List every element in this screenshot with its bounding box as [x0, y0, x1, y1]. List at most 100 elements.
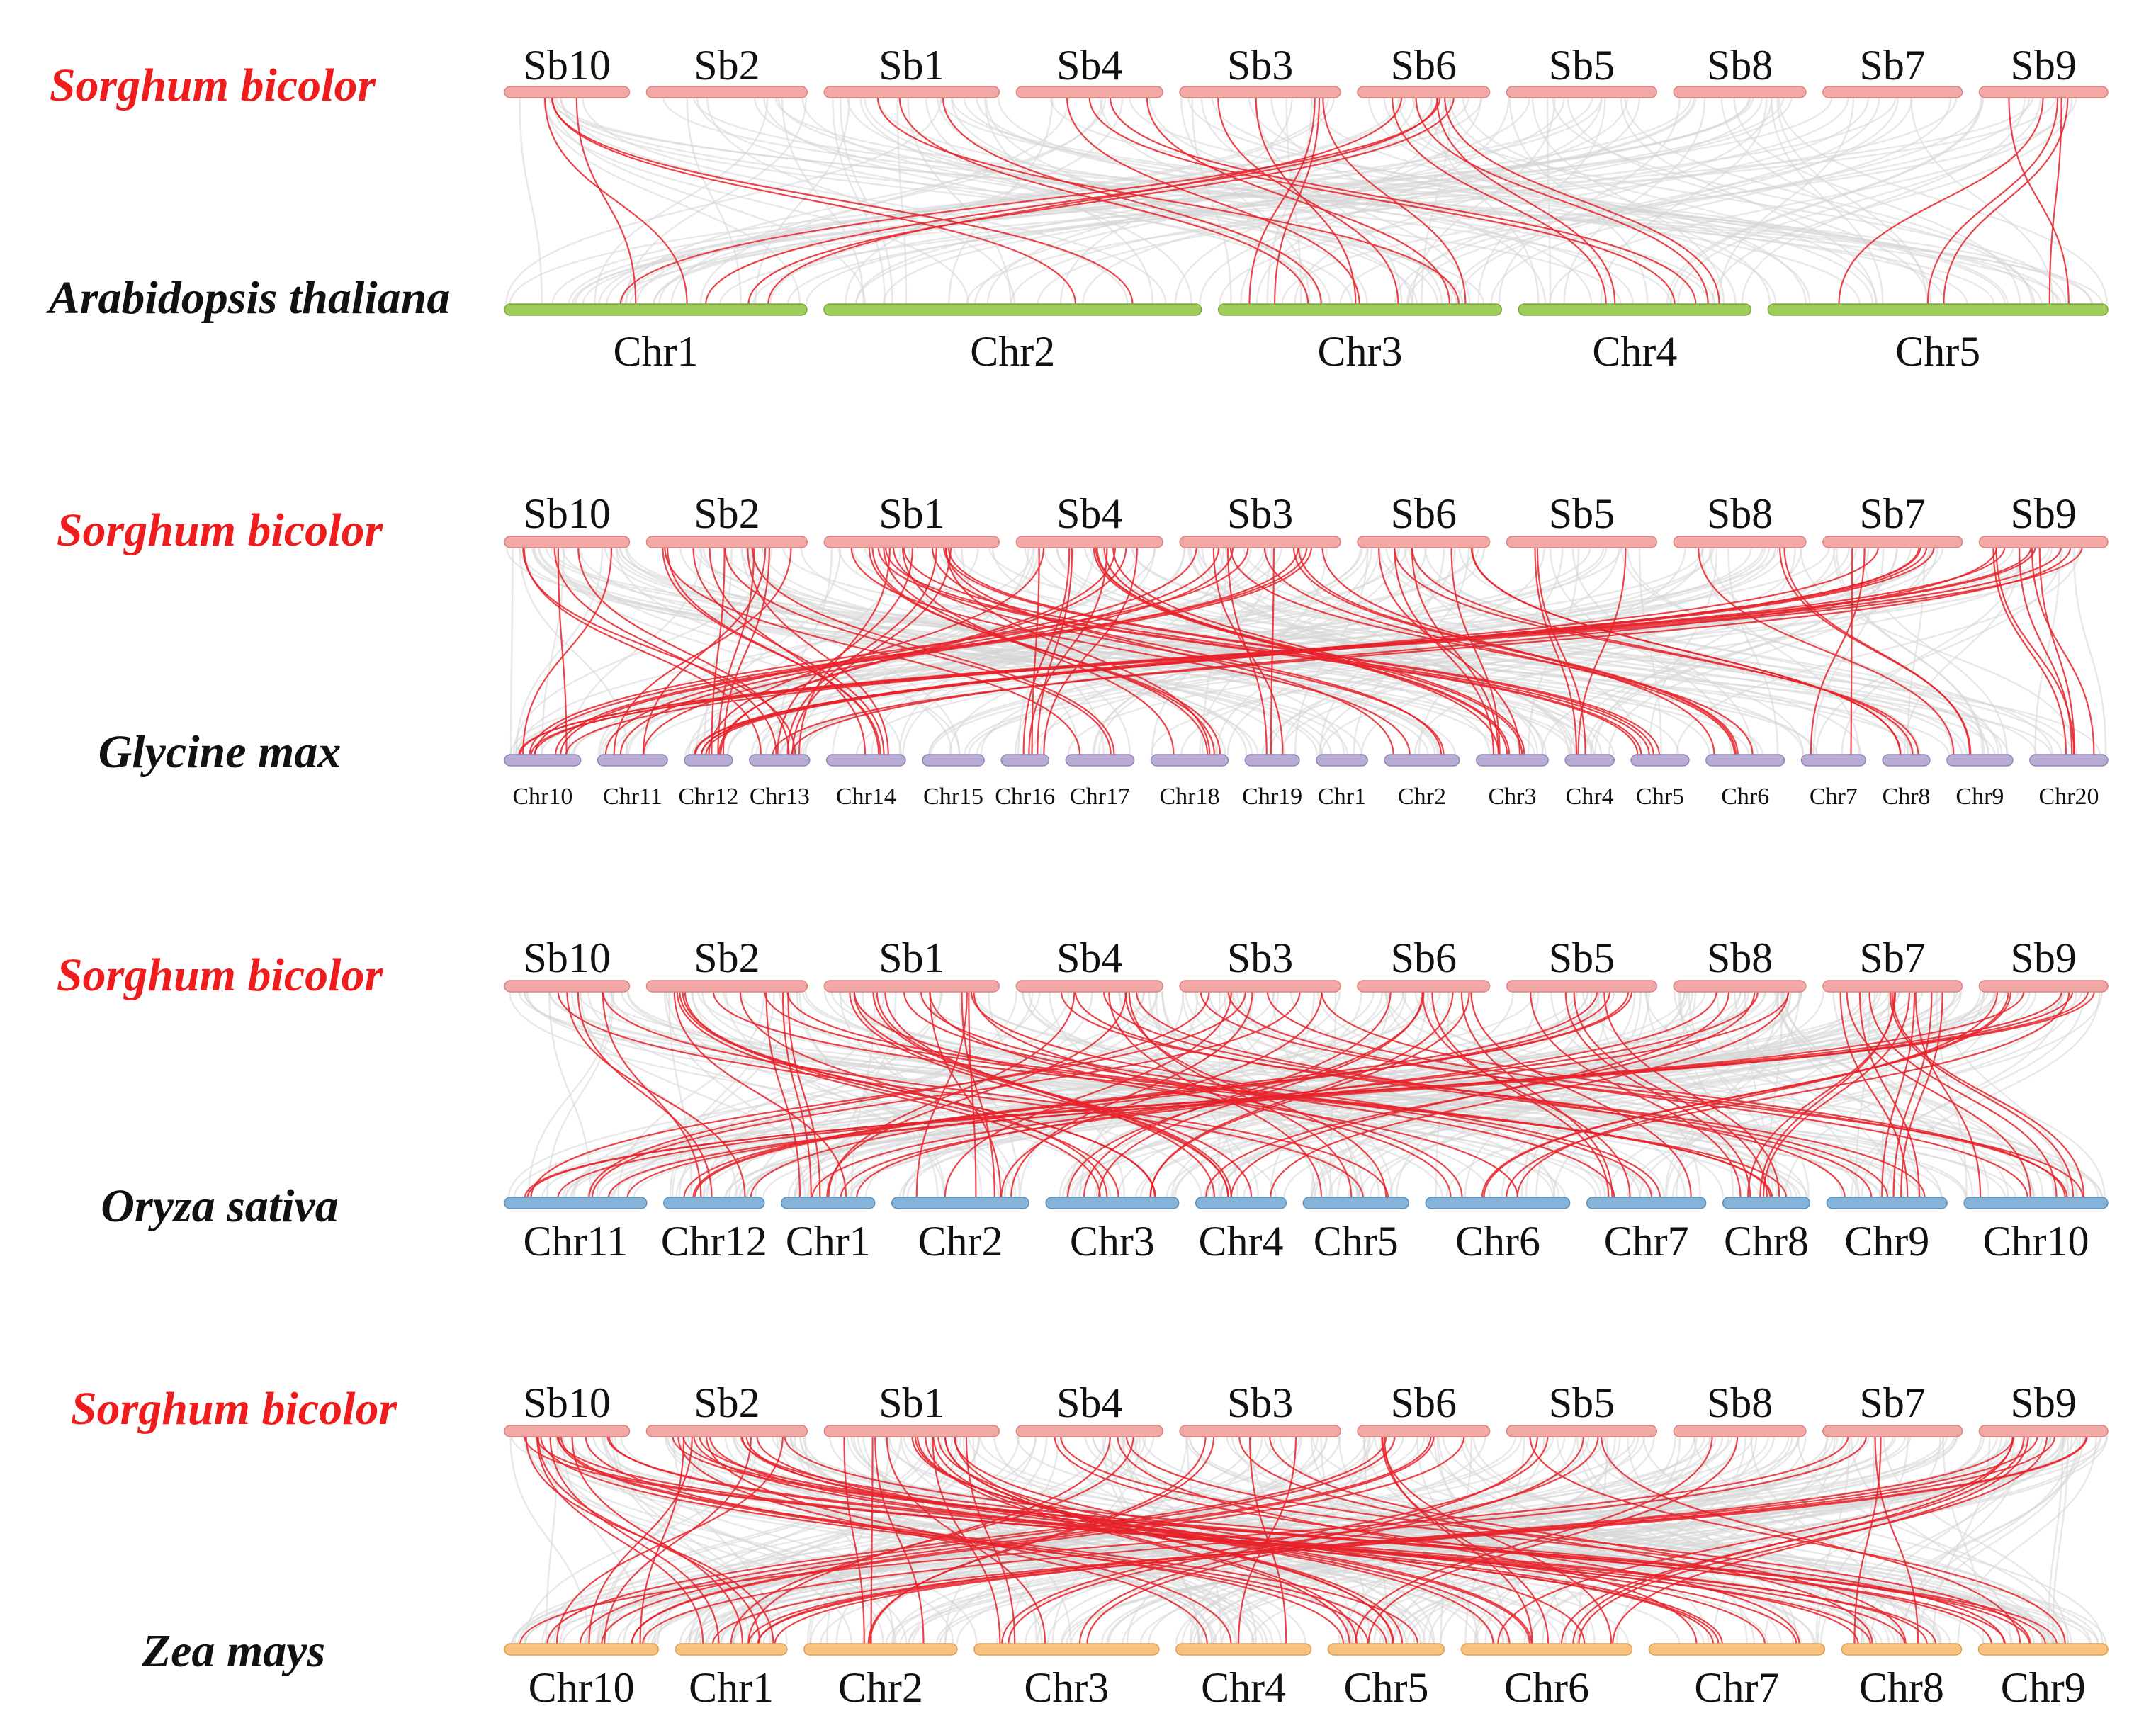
chromosome-bar-sb1[interactable]: [823, 536, 1000, 548]
chromosome-bar-sb10[interactable]: [504, 1425, 631, 1437]
chromosome-bar-chr9[interactable]: [1946, 754, 2014, 767]
chromosome-bar-sb4[interactable]: [1015, 1425, 1163, 1437]
chromosome-bar-chr15[interactable]: [922, 754, 985, 767]
chromosome-bar-chr10[interactable]: [504, 1643, 660, 1656]
chromosome-bar-sb8[interactable]: [1673, 1425, 1807, 1437]
chromosome-bar-chr1[interactable]: [504, 303, 808, 316]
chromosome-bar-chr4[interactable]: [1518, 303, 1752, 316]
chromosome-bar-sb5[interactable]: [1506, 1425, 1658, 1437]
chromosome-bar-sb2[interactable]: [645, 980, 808, 993]
chromosome-bar-chr6[interactable]: [1460, 1643, 1633, 1656]
chromosome-bar-sb2[interactable]: [645, 536, 808, 548]
chromosome-bar-chr5[interactable]: [1630, 754, 1690, 767]
chromosome-bar-sb8[interactable]: [1673, 536, 1807, 548]
chromosome-bar-sb9[interactable]: [1978, 1425, 2109, 1437]
highlight-link: [1078, 1435, 1538, 1645]
chromosome-bar-chr8[interactable]: [1882, 754, 1931, 767]
highlight-link: [1217, 96, 1399, 305]
chromosome-bar-chr7[interactable]: [1586, 1197, 1707, 1209]
chromosome-bar-sb5[interactable]: [1506, 86, 1658, 98]
highlight-link: [1431, 990, 1610, 1199]
chromosome-bar-chr8[interactable]: [1722, 1197, 1811, 1209]
chromosome-bar-chr11[interactable]: [597, 754, 668, 767]
chromosome-bar-chr2[interactable]: [1384, 754, 1460, 767]
chromosome-bar-sb3[interactable]: [1179, 536, 1341, 548]
chromosome-bar-chr14[interactable]: [826, 754, 906, 767]
highlight-link: [577, 546, 790, 756]
chromosome-bar-sb4[interactable]: [1015, 86, 1163, 98]
highlight-link: [571, 1435, 743, 1645]
chromosome-bar-chr16[interactable]: [1000, 754, 1050, 767]
chromosome-bar-sb10[interactable]: [504, 536, 631, 548]
chromosome-bar-chr9[interactable]: [1826, 1197, 1948, 1209]
chromosome-bar-chr3[interactable]: [1217, 303, 1503, 316]
background-link: [1675, 990, 1780, 1199]
chromosome-bar-sb10[interactable]: [504, 980, 631, 993]
chromosome-bar-sb7[interactable]: [1822, 980, 1963, 993]
background-link: [1778, 96, 2108, 305]
chromosome-bar-sb10[interactable]: [504, 86, 631, 98]
chromosome-bar-sb8[interactable]: [1673, 980, 1807, 993]
chromosome-bar-chr10[interactable]: [504, 754, 582, 767]
chromosome-bar-chr12[interactable]: [663, 1197, 765, 1209]
chromosome-bar-sb2[interactable]: [645, 86, 808, 98]
chromosome-bar-chr18[interactable]: [1150, 754, 1229, 767]
chromosome-bar-chr4[interactable]: [1564, 754, 1615, 767]
chromosome-bar-chr12[interactable]: [684, 754, 733, 767]
chromosome-bar-chr7[interactable]: [1800, 754, 1866, 767]
chromosome-bar-sb9[interactable]: [1978, 86, 2109, 98]
chromosome-bar-chr3[interactable]: [1476, 754, 1549, 767]
chromosome-bar-sb6[interactable]: [1357, 536, 1491, 548]
chromosome-bar-chr5[interactable]: [1302, 1197, 1410, 1209]
chromosome-bar-sb4[interactable]: [1015, 536, 1163, 548]
chromosome-bar-sb7[interactable]: [1822, 1425, 1963, 1437]
background-link: [548, 990, 592, 1199]
chromosome-bar-sb1[interactable]: [823, 980, 1000, 993]
highlight-link: [601, 1435, 1432, 1645]
chromosome-bar-chr3[interactable]: [973, 1643, 1160, 1656]
highlight-link: [1322, 96, 1467, 305]
chromosome-bar-chr4[interactable]: [1175, 1643, 1312, 1656]
chromosome-bar-chr5[interactable]: [1327, 1643, 1445, 1656]
chromosome-bar-chr2[interactable]: [823, 303, 1202, 316]
chromosome-bar-sb3[interactable]: [1179, 980, 1341, 993]
chromosome-bar-chr9[interactable]: [1977, 1643, 2109, 1656]
chromosome-bar-chr8[interactable]: [1841, 1643, 1963, 1656]
chromosome-bar-chr6[interactable]: [1705, 754, 1785, 767]
chromosome-bar-sb7[interactable]: [1822, 86, 1963, 98]
chromosome-bar-sb6[interactable]: [1357, 1425, 1491, 1437]
chromosome-bar-chr11[interactable]: [504, 1197, 648, 1209]
chromosome-bar-chr17[interactable]: [1065, 754, 1135, 767]
chromosome-bar-chr19[interactable]: [1244, 754, 1300, 767]
chromosome-bar-sb3[interactable]: [1179, 86, 1341, 98]
chromosome-bar-sb1[interactable]: [823, 86, 1000, 98]
chromosome-bar-sb6[interactable]: [1357, 86, 1491, 98]
chromosome-bar-chr1[interactable]: [675, 1643, 788, 1656]
chromosome-bar-sb2[interactable]: [645, 1425, 808, 1437]
background-link: [846, 990, 1958, 1199]
chromosome-bar-chr20[interactable]: [2029, 754, 2109, 767]
chromosome-bar-sb8[interactable]: [1673, 86, 1807, 98]
chromosome-bar-sb9[interactable]: [1978, 980, 2109, 993]
chromosome-bar-chr1[interactable]: [780, 1197, 876, 1209]
chromosome-bar-sb1[interactable]: [823, 1425, 1000, 1437]
chromosome-bar-chr10[interactable]: [1963, 1197, 2109, 1209]
chromosome-bar-chr13[interactable]: [749, 754, 811, 767]
chromosome-bar-sb5[interactable]: [1506, 536, 1658, 548]
chromosome-bar-sb9[interactable]: [1978, 536, 2109, 548]
chromosome-bar-sb5[interactable]: [1506, 980, 1658, 993]
chromosome-bar-sb4[interactable]: [1015, 980, 1163, 993]
chromosome-bar-sb3[interactable]: [1179, 1425, 1341, 1437]
highlight-link: [1889, 990, 2075, 1199]
highlight-link: [856, 990, 1717, 1199]
chromosome-bar-chr3[interactable]: [1045, 1197, 1180, 1209]
chromosome-bar-chr5[interactable]: [1767, 303, 2109, 316]
chromosome-bar-chr7[interactable]: [1648, 1643, 1826, 1656]
chromosome-bar-chr1[interactable]: [1316, 754, 1368, 767]
chromosome-bar-chr6[interactable]: [1425, 1197, 1571, 1209]
chromosome-bar-sb7[interactable]: [1822, 536, 1963, 548]
chromosome-bar-chr4[interactable]: [1195, 1197, 1287, 1209]
chromosome-bar-chr2[interactable]: [803, 1643, 958, 1656]
chromosome-bar-chr2[interactable]: [891, 1197, 1029, 1209]
chromosome-bar-sb6[interactable]: [1357, 980, 1491, 993]
